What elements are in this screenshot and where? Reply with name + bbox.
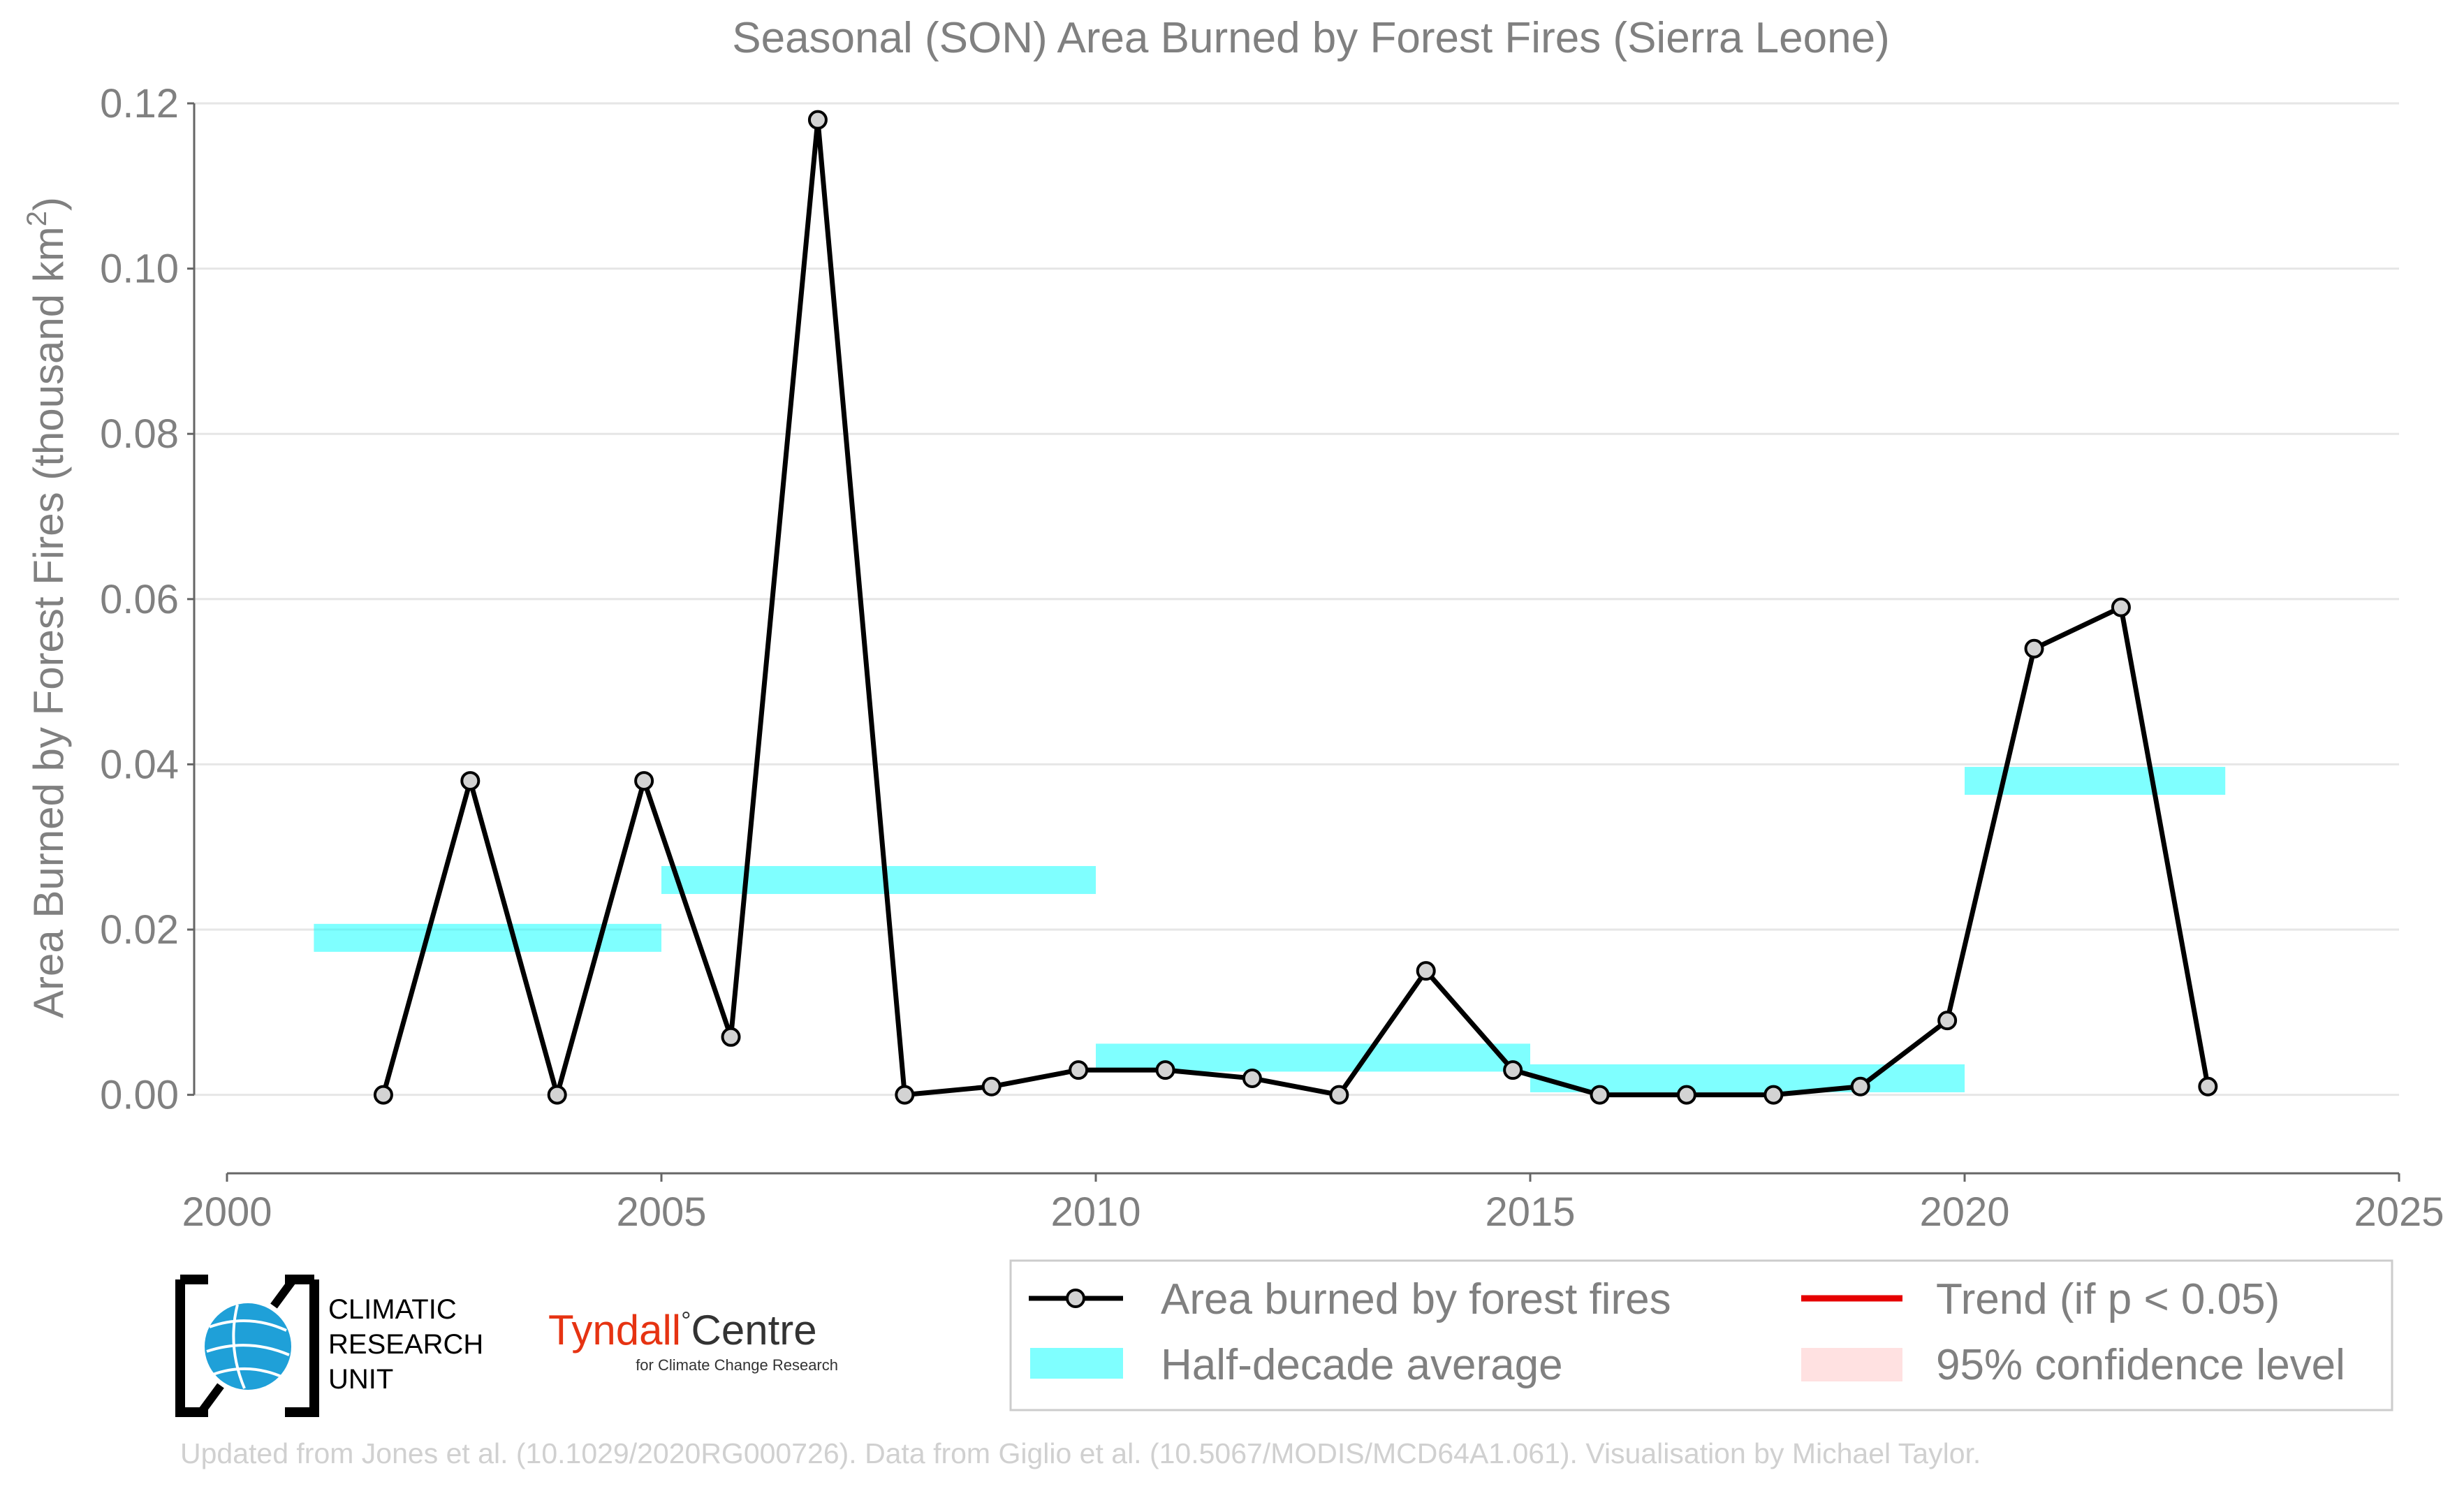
- data-point: [1416, 961, 1436, 981]
- y-tick-label: 0.12: [100, 81, 179, 126]
- y-axis-label-tail: ): [25, 197, 72, 211]
- cru-line-1: CLIMATIC: [328, 1294, 457, 1325]
- credit-line: Updated from Jones et al. (10.1029/2020R…: [180, 1437, 1981, 1469]
- data-point: [1763, 1085, 1784, 1105]
- legend-label-confidence: 95% confidence level: [1936, 1341, 2345, 1389]
- data-series: [373, 110, 2218, 1105]
- y-axis-label-main: Area Burned by Forest Fires (thousand km: [25, 226, 72, 1018]
- data-point: [1242, 1068, 1262, 1088]
- legend-swatch-confidence: [1801, 1348, 1902, 1381]
- data-point: [1850, 1076, 1870, 1096]
- x-tick-label: 2020: [1919, 1189, 2009, 1235]
- y-tick-label: 0.00: [100, 1073, 179, 1118]
- y-tick-label: 0.06: [100, 577, 179, 622]
- cru-logo: CLIMATIC RESEARCH UNIT: [175, 1275, 483, 1417]
- y-tick-label: 0.02: [100, 907, 179, 953]
- tyndall-subtitle: for Climate Change Research: [636, 1356, 838, 1374]
- x-tick-label: 2000: [182, 1189, 272, 1235]
- legend-label-area-burned: Area burned by forest fires: [1161, 1275, 1671, 1323]
- data-point: [373, 1085, 393, 1105]
- data-point: [1676, 1085, 1696, 1105]
- half-decade-band: [661, 866, 1096, 895]
- data-point: [547, 1085, 567, 1105]
- data-point: [1937, 1011, 1958, 1031]
- data-point: [2111, 597, 2131, 617]
- tyndall-logo: Tyndall°Centre for Climate Change Resear…: [548, 1306, 838, 1374]
- data-point: [1155, 1060, 1175, 1080]
- y-axis: 0.00 0.02 0.04 0.06 0.08 0.10 0.12: [100, 81, 196, 1118]
- tyndall-name: Tyndall: [548, 1307, 681, 1354]
- y-tick-label: 0.04: [100, 742, 179, 787]
- data-point: [2198, 1076, 2218, 1096]
- legend-box: [1009, 1259, 2393, 1411]
- data-point: [2024, 638, 2044, 659]
- x-tick-label: 2005: [616, 1189, 706, 1235]
- tyndall-wordmark: Tyndall°Centre: [548, 1306, 817, 1354]
- x-tick-label: 2015: [1485, 1189, 1575, 1235]
- half-decade-band: [314, 923, 661, 952]
- tyndall-degree: °: [681, 1306, 691, 1335]
- x-tick-label: 2010: [1050, 1189, 1141, 1235]
- data-point: [981, 1076, 1002, 1096]
- tyndall-centre: Centre: [691, 1307, 817, 1354]
- legend-label-half-decade: Half-decade average: [1161, 1341, 1563, 1389]
- data-point: [1503, 1060, 1523, 1080]
- legend-marker-area-burned: [1066, 1289, 1085, 1308]
- data-point: [634, 771, 654, 791]
- chart-title: Seasonal (SON) Area Burned by Forest Fir…: [732, 14, 1890, 62]
- x-tick-label: 2025: [2354, 1189, 2444, 1235]
- legend-swatch-half-decade: [1030, 1348, 1123, 1379]
- data-point: [807, 110, 828, 130]
- data-point: [1590, 1085, 1610, 1105]
- data-point: [460, 771, 481, 791]
- y-axis-label: Area Burned by Forest Fires (thousand km…: [22, 197, 72, 1018]
- series-line: [381, 117, 2210, 1098]
- cru-bracket-notch-bottom: [198, 1383, 224, 1415]
- y-axis-label-superscript: 2: [22, 211, 52, 226]
- data-point: [721, 1027, 741, 1047]
- cru-bracket-left: [175, 1275, 208, 1417]
- data-point: [1329, 1085, 1349, 1105]
- cru-bracket-notch-top: [270, 1277, 297, 1309]
- legend: Area burned by forest fires Trend (if p …: [1009, 1259, 2393, 1411]
- x-axis: 2000 2005 2010 2015 2020 2025: [182, 1172, 2444, 1235]
- legend-label-trend: Trend (if p < 0.05): [1936, 1275, 2280, 1323]
- data-point: [895, 1085, 915, 1105]
- cru-line-2: RESEARCH: [328, 1329, 483, 1360]
- cru-line-3: UNIT: [328, 1364, 393, 1395]
- globe-swirl-icon: [206, 1304, 290, 1389]
- y-tick-label: 0.08: [100, 411, 179, 457]
- half-decade-band: [1965, 767, 2226, 795]
- y-tick-label: 0.10: [100, 247, 179, 292]
- data-point: [1069, 1060, 1089, 1080]
